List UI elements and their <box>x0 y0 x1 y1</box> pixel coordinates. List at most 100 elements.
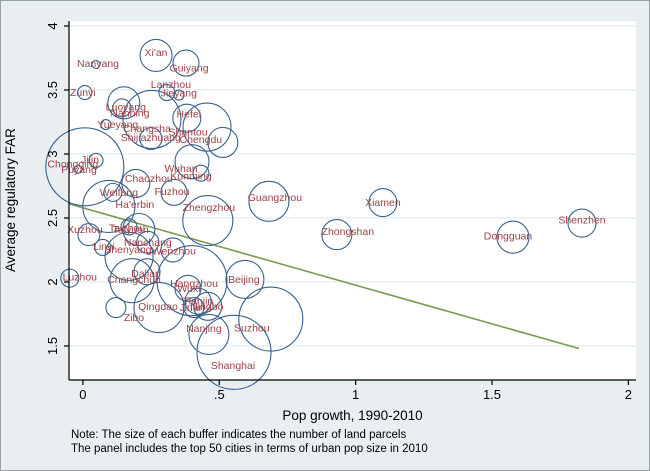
y-tick-label: 3.5 <box>45 81 60 99</box>
city-bubble <box>91 59 101 69</box>
city-bubble <box>188 313 230 355</box>
city-bubble <box>248 180 290 222</box>
city-bubble <box>133 258 161 286</box>
city-label: Ningbo <box>190 301 223 313</box>
city-bubble <box>496 220 530 254</box>
x-tick-label: 1 <box>352 387 359 402</box>
city-label: Dongguan <box>484 231 533 243</box>
city-label: Luzhou <box>63 272 98 284</box>
y-axis-title: Average regulatory FAR <box>3 128 18 273</box>
city-label: Chengdu <box>180 134 223 146</box>
city-label: Qingdao <box>138 301 178 313</box>
city-label: Xuzhou <box>67 224 103 236</box>
city-bubble <box>156 245 228 317</box>
city-bubble <box>160 178 188 206</box>
city-bubble <box>139 38 173 72</box>
city-bubble <box>567 208 597 238</box>
city-label: Ha'erbin <box>115 199 154 211</box>
city-bubble <box>193 291 223 321</box>
city-bubble <box>183 297 205 319</box>
city-bubble <box>207 126 239 159</box>
city-bubble <box>104 231 154 281</box>
city-label: Guangzhou <box>248 192 302 204</box>
city-bubble <box>60 268 80 288</box>
city-label: Shijiazhuang <box>121 132 181 144</box>
city-bubble <box>45 127 125 207</box>
city-label: Dalian <box>131 268 161 280</box>
y-tick-label: 2 <box>45 278 60 285</box>
city-label: Linyi <box>93 241 115 253</box>
x-tick-label: 2 <box>625 387 632 402</box>
city-bubble <box>172 49 200 77</box>
city-label: Taizhou <box>109 222 145 234</box>
city-label: Wuxi <box>177 283 200 295</box>
city-label: Wenzhou <box>152 245 196 257</box>
city-bubble <box>109 258 155 304</box>
city-bubble <box>73 164 83 174</box>
city-label: Shenyang <box>104 244 151 256</box>
x-tick-label: 0 <box>79 387 86 402</box>
city-label: Nanyang <box>77 58 119 70</box>
city-label: Hefei <box>177 109 202 121</box>
city-bubble <box>136 230 160 254</box>
city-label: Shenzhen <box>558 215 605 227</box>
city-bubble <box>77 84 93 101</box>
chart-note-line2: The panel includes the top 50 cities in … <box>71 443 428 455</box>
city-label: Hangzhou <box>170 278 218 290</box>
city-bubble <box>182 194 234 247</box>
city-label: Suzhou <box>234 323 270 335</box>
city-bubble <box>88 152 104 168</box>
city-bubble <box>172 103 202 133</box>
city-bubble <box>77 223 101 247</box>
city-bubble <box>225 259 265 299</box>
fitted-trend-line <box>68 203 580 350</box>
x-tick-label: .5 <box>214 387 225 402</box>
x-axis-title: Pop growth, 1990-2010 <box>282 408 423 423</box>
city-label: Taiyuan <box>113 224 149 236</box>
city-label: Changchun <box>107 274 161 286</box>
city-label: Luoyang <box>106 101 146 113</box>
city-bubble <box>103 182 123 202</box>
y-tick-label: 3 <box>45 150 60 157</box>
city-bubble <box>321 219 353 251</box>
city-bubble <box>192 164 210 182</box>
city-label: Xi'an <box>144 47 167 59</box>
city-label: Nanning <box>110 107 149 119</box>
city-label: Xiamen <box>365 197 401 209</box>
city-label: Guiyang <box>169 63 208 75</box>
city-label: Puyang <box>61 164 97 176</box>
y-tick-label: 4 <box>45 22 60 29</box>
city-label: Zhengzhou <box>183 202 236 214</box>
city-bubble <box>184 287 212 315</box>
city-label: Fuzhou <box>154 186 189 198</box>
city-label: Nanchang <box>124 237 172 249</box>
city-label: Zibo <box>124 312 145 324</box>
city-bubble <box>82 179 136 234</box>
city-bubble <box>139 127 163 151</box>
city-label: Jilin <box>81 154 99 166</box>
city-label: Lanzhou <box>151 79 191 91</box>
x-tick-label: 1.5 <box>483 387 501 402</box>
city-bubble <box>173 89 185 101</box>
city-label: Shanghai <box>211 360 255 372</box>
chart-note-line1: Note: The size of each buffer indicates … <box>71 429 407 441</box>
city-label: Tianjin <box>183 296 214 308</box>
city-label: Nanjing <box>186 323 222 335</box>
y-tick-label: 2.5 <box>45 209 60 227</box>
y-tick-label: 1.5 <box>45 337 60 355</box>
city-bubble <box>100 118 112 131</box>
city-label: Chaozhou <box>125 173 173 185</box>
city-label: Kunming <box>170 171 212 183</box>
city-bubble <box>120 218 138 236</box>
city-bubble <box>182 102 232 152</box>
city-bubble <box>196 314 272 390</box>
city-bubble <box>122 89 182 149</box>
city-label: Yueyang <box>97 119 138 131</box>
city-bubble <box>174 144 210 180</box>
city-label: Zhongshan <box>322 226 375 238</box>
city-label: Jinan <box>179 302 204 314</box>
city-bubble <box>368 188 398 218</box>
city-label: Weifang <box>100 187 138 199</box>
